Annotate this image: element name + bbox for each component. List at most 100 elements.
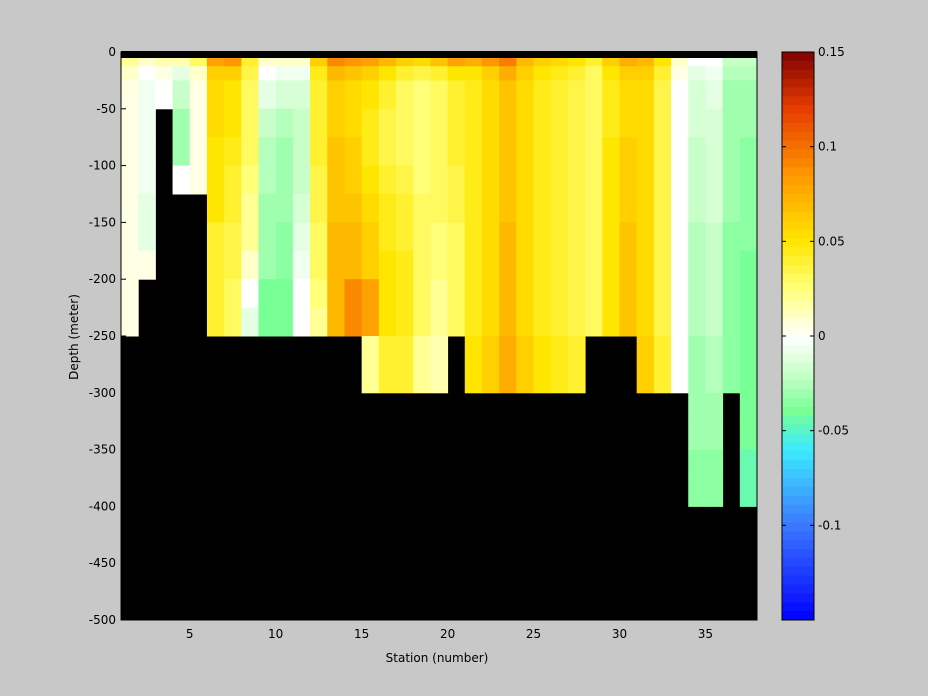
heatmap-cell	[516, 137, 535, 167]
y-tick-label: -100	[89, 159, 116, 173]
heatmap-cell	[533, 250, 552, 280]
heatmap-cell	[602, 307, 620, 337]
heatmap-cell	[585, 165, 603, 195]
heatmap-cell	[688, 478, 706, 507]
heatmap-cell	[585, 307, 603, 337]
heatmap-cell	[722, 194, 741, 223]
heatmap-cell	[533, 336, 552, 365]
heatmap-cell	[705, 137, 724, 167]
y-tick-label: -300	[89, 386, 116, 400]
heatmap-cell	[447, 137, 466, 167]
heatmap-cell	[739, 222, 758, 252]
colorbar-tick-label: 0	[818, 329, 826, 343]
heatmap-cell	[241, 66, 260, 81]
heatmap-cell	[481, 250, 500, 280]
heatmap-cell	[378, 80, 397, 110]
colorbar-segment	[782, 584, 814, 594]
heatmap-cell	[464, 307, 483, 337]
heatmap-cell	[413, 222, 431, 252]
colorbar-segment	[782, 247, 814, 257]
heatmap-cell	[653, 165, 672, 195]
heatmap-cell	[378, 364, 397, 394]
x-tick-label: 5	[186, 627, 194, 641]
heatmap-cell	[206, 222, 225, 252]
heatmap-cell	[602, 194, 620, 223]
colorbar-segment	[782, 265, 814, 275]
heatmap-cell	[258, 194, 277, 223]
heatmap-cell	[258, 307, 277, 337]
heatmap-cell	[224, 307, 242, 337]
heatmap-cell	[361, 336, 380, 365]
heatmap-cell	[739, 66, 758, 81]
heatmap-cell	[430, 80, 449, 110]
heatmap-cell	[413, 108, 431, 138]
heatmap-cell	[447, 66, 466, 81]
heatmap-cell	[516, 336, 535, 365]
heatmap-cell	[705, 421, 724, 451]
heatmap-cell	[121, 66, 139, 81]
heatmap-cell	[224, 222, 242, 252]
heatmap-cell	[447, 250, 466, 280]
heatmap-cell	[430, 222, 449, 252]
heatmap-cell	[430, 307, 449, 337]
heatmap-cell	[533, 66, 552, 81]
colorbar-segment	[782, 362, 814, 372]
heatmap-cell	[516, 222, 535, 252]
heatmap-cell	[636, 66, 655, 81]
heatmap-cell	[258, 279, 277, 309]
heatmap-cell	[258, 66, 277, 81]
heatmap-cell	[516, 80, 535, 110]
heatmap-cell	[344, 307, 363, 337]
heatmap-cell	[705, 66, 724, 81]
heatmap-cell	[378, 279, 397, 309]
colorbar-segment	[782, 78, 814, 88]
colorbar-segment	[782, 69, 814, 80]
colorbar-segment	[782, 158, 814, 168]
heatmap-cell	[138, 250, 156, 280]
heatmap-cell	[310, 250, 328, 280]
colorbar-segment	[782, 105, 814, 115]
heatmap-cell	[447, 108, 466, 138]
y-tick-label: -250	[89, 329, 116, 343]
colorbar-segment	[782, 460, 814, 470]
heatmap-cell	[275, 66, 294, 81]
heatmap-cell	[344, 165, 363, 195]
heatmap-cell	[499, 165, 517, 195]
heatmap-cell	[653, 307, 672, 337]
heatmap-cell	[567, 250, 586, 280]
heatmap-cell	[688, 165, 706, 195]
heatmap-cell	[310, 307, 328, 337]
heatmap-cell	[739, 80, 758, 110]
heatmap-cell	[396, 250, 414, 280]
heatmap-cell	[396, 108, 414, 138]
heatmap-cell	[516, 279, 535, 309]
heatmap-cell	[447, 222, 466, 252]
heatmap-cell	[292, 194, 311, 223]
heatmap-cell	[722, 165, 741, 195]
heatmap-cell	[705, 392, 724, 422]
heatmap-cell	[361, 222, 380, 252]
heatmap-cell	[361, 80, 380, 110]
y-axis-label: Depth (meter)	[67, 294, 81, 380]
heatmap-cell	[585, 194, 603, 223]
heatmap-cell	[361, 364, 380, 394]
heatmap-cell	[292, 66, 311, 81]
heatmap-cell	[619, 165, 638, 195]
heatmap-cell	[481, 307, 500, 337]
heatmap-cell	[671, 222, 689, 252]
heatmap-cell	[430, 194, 449, 223]
heatmap-cell	[292, 165, 311, 195]
heatmap-cell	[567, 165, 586, 195]
colorbar-segment	[782, 282, 814, 293]
heatmap-cell	[138, 66, 156, 81]
heatmap-cell	[121, 250, 139, 280]
heatmap-cell	[602, 279, 620, 309]
heatmap-cell	[241, 307, 260, 337]
heatmap-cell	[585, 66, 603, 81]
heatmap-cell	[722, 279, 741, 309]
heatmap-cell	[499, 307, 517, 337]
heatmap-cell	[189, 137, 208, 167]
heatmap-cell	[533, 165, 552, 195]
colorbar-segment	[782, 96, 814, 106]
